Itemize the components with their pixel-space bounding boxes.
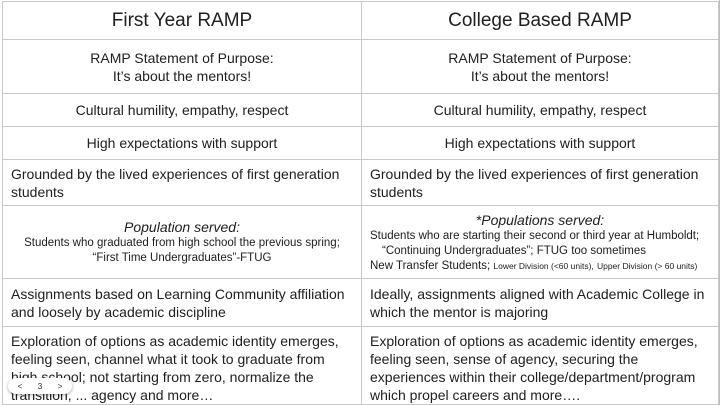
population-line-transfer: New Transfer Students; Lower Division (<… [370,259,710,274]
purpose-cell-1: RAMP Statement of Purpose: It’s about th… [2,39,362,94]
humility-cell-2: Cultural humility, empathy, respect [361,93,719,127]
purpose-title: RAMP Statement of Purpose: [448,49,632,66]
next-page-button[interactable]: > [57,381,63,391]
page-navigation-control: < 3 > [8,378,72,394]
header-row: First Year RAMP College Based RAMP [2,1,719,40]
purpose-subtitle: It’s about the mentors! [112,67,252,84]
purpose-row: RAMP Statement of Purpose: It’s about th… [2,39,719,94]
assignments-cell-2: Ideally, assignments aligned with Academ… [361,278,719,327]
header-first-year: First Year RAMP [2,1,362,40]
grounded-row: Grounded by the lived experiences of fir… [2,159,719,206]
population-title: *Populations served: [475,211,605,228]
upper-division-note: Upper Division (> 60 units) [596,260,698,271]
expectations-cell-1: High expectations with support [2,126,362,160]
humility-cell-1: Cultural humility, empathy, respect [2,93,362,127]
expectations-cell-2: High expectations with support [361,126,719,160]
grounded-cell-1: Grounded by the lived experiences of fir… [2,159,362,206]
purpose-title: RAMP Statement of Purpose: [90,49,274,66]
header-college-based: College Based RAMP [361,1,719,40]
population-line: Students who graduated from high school … [24,237,340,249]
transfer-label: New Transfer Students; [370,259,491,272]
assignments-cell-1: Assignments based on Learning Community … [2,278,362,327]
population-cell-1: Population served: Students who graduate… [2,205,362,279]
population-line: Students who are starting their second o… [370,229,700,242]
population-line: “Continuing Undergraduates”; FTUG too so… [382,244,646,257]
population-line: “First Time Undergraduates”-FTUG [92,252,272,264]
lower-division-note: Lower Division (<60 units), [493,260,594,271]
previous-page-button[interactable]: < [17,381,23,391]
population-title: Population served: [124,219,240,235]
assignments-row: Assignments based on Learning Community … [2,278,719,327]
purpose-cell-2: RAMP Statement of Purpose: It’s about th… [361,39,719,94]
exploration-row: Exploration of options as academic ident… [2,326,719,405]
population-row: Population served: Students who graduate… [2,205,719,279]
humility-row: Cultural humility, empathy, respect Cult… [2,93,719,127]
page-number: 3 [37,381,43,391]
population-cell-2: *Populations served: Students who are st… [361,205,719,279]
expectations-row: High expectations with support High expe… [2,126,719,160]
purpose-subtitle: It’s about the mentors! [470,67,610,84]
grounded-cell-2: Grounded by the lived experiences of fir… [361,159,719,206]
exploration-cell-2: Exploration of options as academic ident… [361,326,719,405]
